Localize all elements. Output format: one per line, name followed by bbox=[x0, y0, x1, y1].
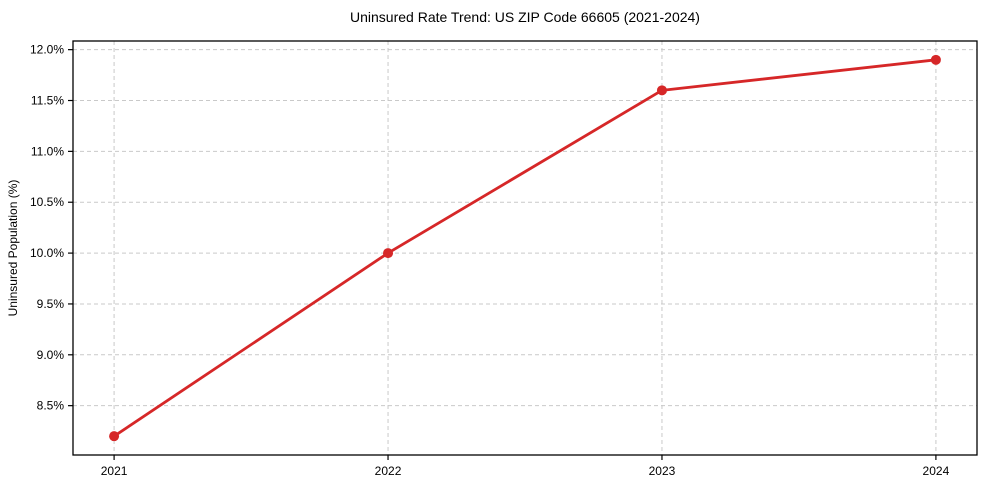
y-tick-label: 8.5% bbox=[37, 399, 65, 413]
data-point bbox=[109, 431, 120, 442]
y-tick-label: 10.5% bbox=[30, 195, 64, 209]
y-axis-label: Uninsured Population (%) bbox=[6, 180, 20, 317]
y-tick-label: 11.5% bbox=[31, 94, 64, 108]
x-tick-label: 2023 bbox=[649, 464, 676, 478]
x-tick-label: 2022 bbox=[375, 464, 402, 478]
x-tick-label: 2021 bbox=[101, 464, 128, 478]
x-tick-label: 2024 bbox=[923, 464, 950, 478]
data-point bbox=[656, 85, 667, 96]
y-tick-label: 9.0% bbox=[37, 348, 65, 362]
data-point bbox=[383, 248, 394, 259]
plot-area: 8.5% 9.0% 9.5% 10.0% 10.5% 11.0% 11.5% 12.0% 202… bbox=[30, 40, 978, 478]
y-tick-label: 11.0% bbox=[31, 144, 64, 158]
data-point bbox=[930, 54, 941, 65]
plot-border bbox=[72, 40, 978, 456]
y-tick-label: 12.0% bbox=[30, 43, 64, 57]
y-tick-label: 9.5% bbox=[37, 297, 65, 311]
y-tick-label: 10.0% bbox=[30, 246, 64, 260]
trend-line bbox=[112, 58, 938, 438]
chart-title: Uninsured Rate Trend: US ZIP Code 66605 … bbox=[350, 9, 700, 25]
